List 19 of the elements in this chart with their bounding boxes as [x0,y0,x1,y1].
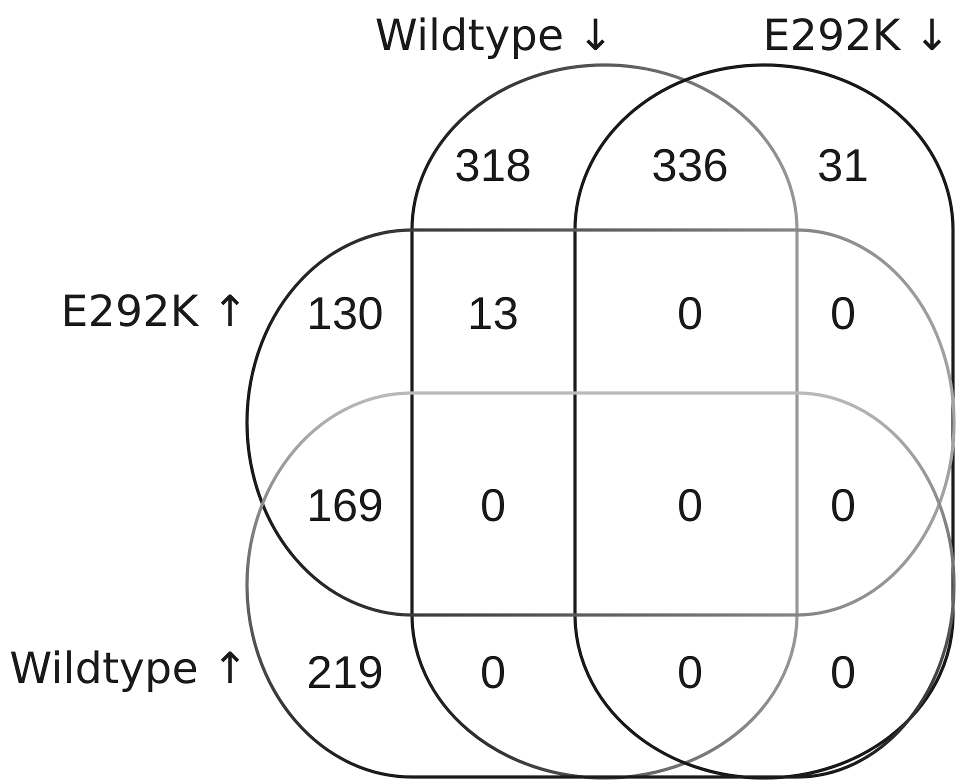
data-label: 336 [652,139,728,191]
data-label: 0 [677,287,703,339]
data-label: 0 [830,287,856,339]
data-label: 0 [830,646,856,698]
text: E292K ↓ [762,11,950,61]
data-label: 0 [480,479,506,531]
data-label: 0 [480,646,506,698]
data-label: 13 [467,287,519,339]
data-label: 130 [306,287,384,339]
text: E292K ↑ [60,287,248,337]
data-label: 219 [306,646,384,698]
data-label: 0 [677,646,703,698]
text: Wildtype ↑ [9,644,248,694]
data-label: 318 [454,139,532,191]
data-label: 0 [830,479,856,531]
data-label: 169 [306,479,384,531]
data-label: 0 [677,479,703,531]
data-label: 31 [817,139,869,191]
text: Wildtype ↓ [375,11,614,61]
